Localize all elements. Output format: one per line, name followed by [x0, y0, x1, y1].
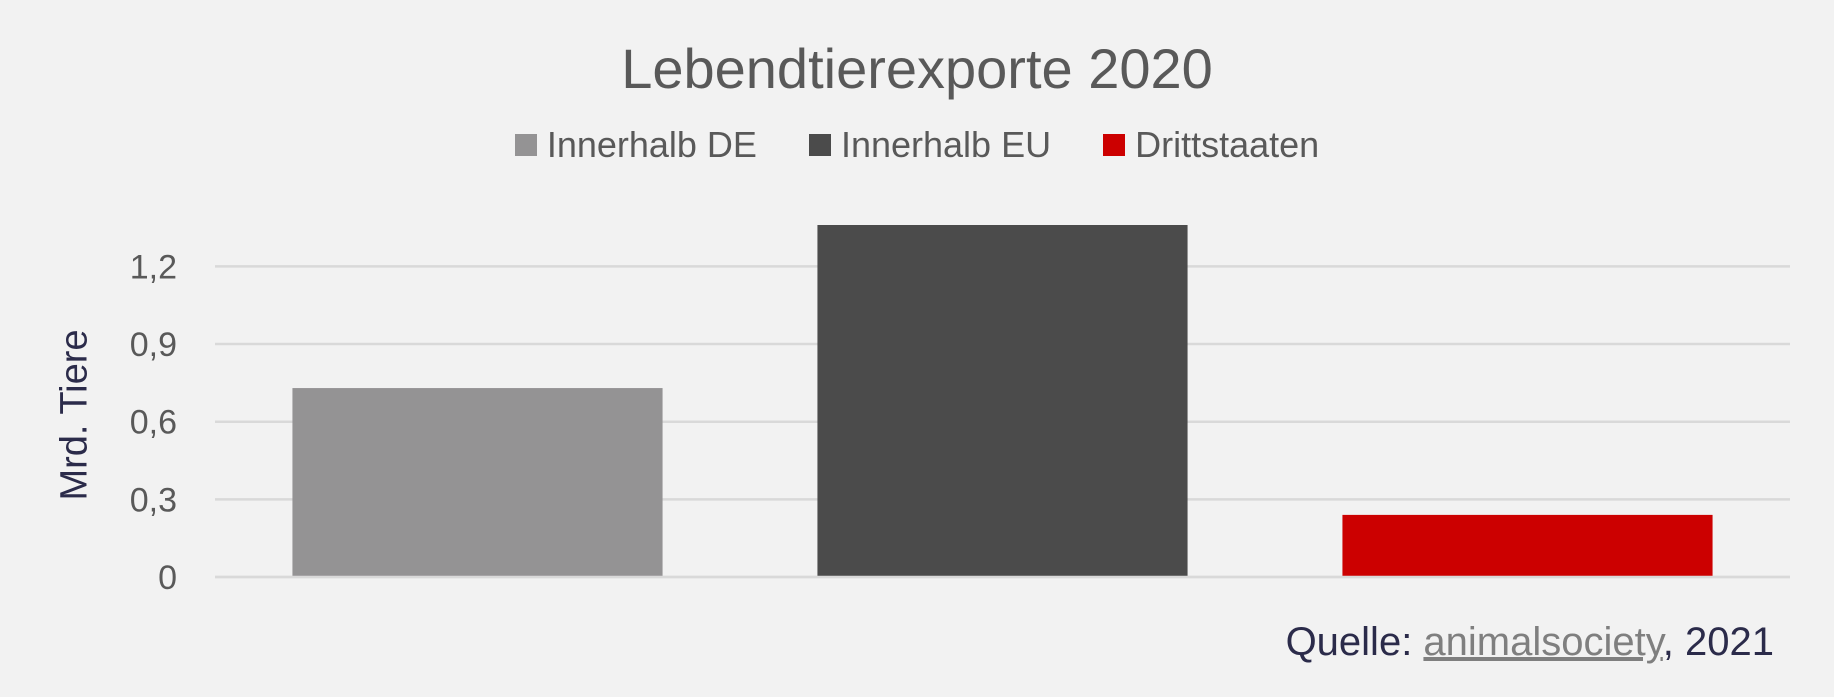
y-tick-label: 0,3 — [130, 481, 177, 519]
legend-label-innerhalb-eu: Innerhalb EU — [840, 124, 1052, 165]
legend-swatch-innerhalb-eu — [808, 134, 831, 156]
source-prefix: Quelle: — [1285, 620, 1424, 664]
y-tick-label: 1,2 — [130, 248, 177, 286]
bar-drittstaaten — [1342, 514, 1713, 577]
legend-item-innerhalb-de: Innerhalb DE — [514, 124, 757, 166]
legend-item-innerhalb-eu: Innerhalb EU — [808, 124, 1052, 166]
y-tick-label: 0,9 — [130, 326, 177, 364]
bar-innerhalb-eu — [817, 225, 1188, 577]
legend-item-drittstaaten: Drittstaaten — [1103, 124, 1319, 166]
source-note: Quelle: animalsociety, 2021 — [1286, 620, 1774, 665]
bar-innerhalb-de — [292, 388, 663, 577]
chart-title: Lebendtierexporte 2020 — [621, 37, 1213, 100]
legend-swatch-drittstaaten — [1103, 134, 1126, 156]
legend-label-drittstaaten: Drittstaaten — [1135, 124, 1320, 165]
y-tick-label: 0,6 — [130, 404, 177, 442]
source-link[interactable]: animalsociety — [1423, 620, 1663, 664]
chart-legend: Innerhalb DE Innerhalb EU Drittstaaten — [0, 124, 1834, 166]
legend-label-innerhalb-de: Innerhalb DE — [546, 124, 757, 165]
y-tick-label: 0 — [158, 559, 177, 597]
source-suffix: , 2021 — [1662, 620, 1774, 664]
legend-swatch-innerhalb-de — [514, 134, 537, 156]
